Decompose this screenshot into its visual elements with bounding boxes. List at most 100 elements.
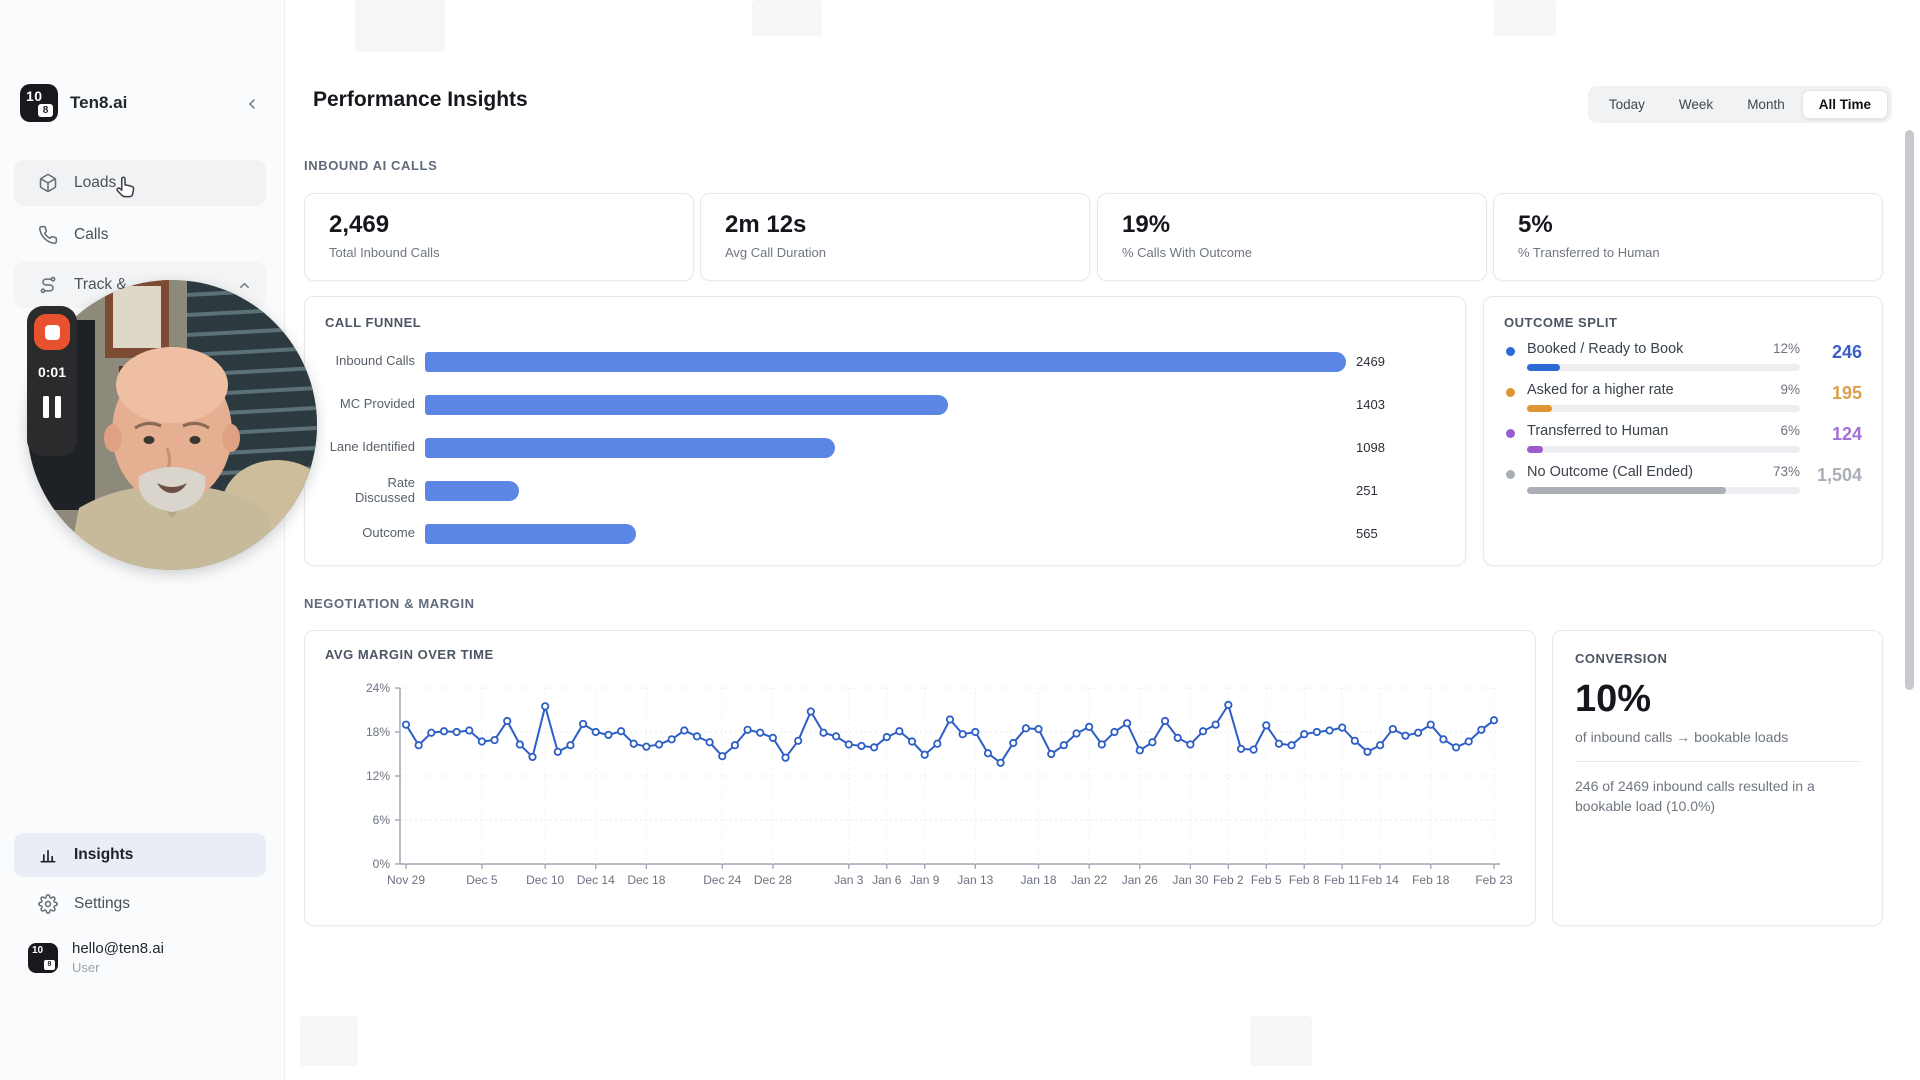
funnel-row: MC Provided 1403 — [325, 383, 1445, 426]
chart-tick-label: Jan 18 — [1021, 873, 1057, 887]
logo-glyph-10: 10 — [32, 944, 44, 956]
funnel-row-value: 1403 — [1356, 397, 1385, 412]
tab-month[interactable]: Month — [1747, 97, 1785, 112]
phone-icon — [39, 225, 58, 245]
chart-tick-label: Dec 5 — [466, 873, 498, 887]
chart-graphic — [477, 737, 487, 746]
avg-margin-line-chart: 0% 6% 12% 18% 24% Nov 29 Dec 5 Dec 10 Dec 14 Dec … — [366, 681, 1513, 887]
funnel-row: Lane Identified 1098 — [325, 426, 1445, 469]
conversion-value: 10% — [1575, 678, 1652, 720]
outcome-rows: Booked / Ready to Book 12% 246 Asked for… — [1504, 341, 1862, 494]
outcome-progress-track — [1527, 364, 1800, 371]
ghost-artifact — [1250, 1016, 1312, 1066]
chart-graphic — [490, 735, 499, 745]
chart-graphic — [1021, 724, 1031, 733]
kpi-value: 2m 12s — [725, 211, 807, 238]
vertical-scrollbar[interactable] — [1905, 130, 1914, 690]
outcome-count: 1,504 — [1816, 465, 1862, 485]
ghost-artifact — [300, 1016, 358, 1066]
chart-graphic — [1059, 741, 1068, 750]
outcome-count: 195 — [1831, 383, 1862, 403]
chart-graphic — [1110, 727, 1119, 737]
kpi-label: % Transferred to Human — [1518, 245, 1660, 260]
kpi-value: 5% — [1518, 211, 1553, 238]
outcome-count: 246 — [1831, 342, 1862, 362]
outcome-progress-fill — [1527, 405, 1552, 412]
chart-graphic — [768, 733, 777, 742]
tab-today[interactable]: Today — [1608, 97, 1645, 112]
chart-tick-label: Jan 9 — [910, 873, 940, 887]
kpi-label: % Calls With Outcome — [1122, 245, 1253, 260]
chart-graphic — [1401, 731, 1410, 740]
chart-graphic — [1198, 727, 1208, 736]
chart-tick-label: Feb 23 — [1475, 873, 1513, 887]
user-role: User — [72, 960, 100, 975]
user-avatar: 10 8 — [28, 942, 58, 973]
kpi-calls-with-outcome: 19% % Calls With Outcome — [1097, 193, 1487, 281]
stop-recording-button[interactable] — [34, 314, 70, 350]
tab-all-time[interactable]: All Time — [1801, 90, 1888, 119]
app-logo: 10 8 Ten8.ai — [20, 84, 127, 122]
panel-title-avg-margin: AVG MARGIN OVER TIME — [325, 647, 494, 662]
chart-tick-label: Feb 2 — [1213, 873, 1244, 887]
chart-tick-label: Jan 26 — [1122, 873, 1158, 887]
chart-graphic — [667, 735, 676, 744]
funnel-bar — [425, 394, 949, 415]
sidebar-item-loads[interactable]: Loads — [14, 160, 266, 206]
chart-graphic — [958, 730, 967, 739]
chart-graphic — [427, 728, 436, 737]
chart-graphic — [465, 726, 474, 735]
chart-graphic — [1489, 716, 1499, 725]
webcam-video-bubble[interactable] — [27, 280, 317, 570]
chart-graphic — [983, 749, 993, 758]
funnel-bar — [425, 480, 519, 501]
outcome-progress-track — [1527, 446, 1800, 453]
sidebar-item-settings[interactable]: Settings — [14, 882, 266, 926]
outcome-label: Transferred to Human — [1527, 423, 1669, 439]
funnel-row: Rate Discussed 251 — [325, 469, 1445, 512]
chart-graphic — [503, 716, 512, 726]
webcam-scene — [27, 280, 317, 570]
outcome-count: 124 — [1831, 424, 1862, 444]
chart-tick-label: Jan 22 — [1071, 873, 1107, 887]
chart-graphic — [1123, 719, 1132, 728]
chart-graphic — [1072, 729, 1081, 738]
sidebar-collapse-button[interactable] — [240, 92, 264, 116]
chart-graphic — [680, 726, 689, 735]
pause-icon — [43, 396, 49, 418]
chart-tick-label: Dec 28 — [754, 873, 792, 887]
chart-graphic — [591, 727, 600, 737]
chart-tick-label: Nov 29 — [387, 873, 425, 887]
outcome-percent: 73% — [1772, 464, 1800, 479]
funnel-rows: Inbound Calls 2469 MC Provided 1403 Lane… — [325, 340, 1445, 555]
sidebar-item-label: Calls — [74, 226, 109, 243]
chart-tick-label: 6% — [373, 813, 391, 827]
outcome-progress-fill — [1527, 446, 1544, 453]
chart-graphic — [1135, 746, 1144, 755]
kpi-value: 19% — [1122, 211, 1171, 238]
chart-graphic — [1338, 723, 1347, 732]
outcome-row: Asked for a higher rate 9% 195 — [1504, 382, 1862, 412]
chart-graphic — [1224, 700, 1233, 709]
chart-graphic — [945, 715, 955, 724]
sidebar-item-insights[interactable]: Insights — [14, 833, 266, 877]
chart-graphic — [1262, 721, 1271, 730]
chart-graphic — [1211, 720, 1220, 729]
chart-graphic — [794, 736, 803, 745]
sidebar-item-calls[interactable]: Calls — [14, 212, 266, 258]
pause-recording-button[interactable] — [43, 396, 61, 418]
chart-graphic — [781, 753, 790, 762]
chart-graphic — [414, 741, 423, 750]
user-account[interactable]: 10 8 hello@ten8.ai User — [28, 940, 164, 975]
kpi-label: Total Inbound Calls — [329, 245, 440, 260]
tab-week[interactable]: Week — [1678, 97, 1714, 112]
funnel-row: Outcome 565 — [325, 512, 1445, 555]
outcome-progress-fill — [1527, 487, 1727, 494]
bar-chart-icon — [40, 850, 56, 863]
legend-dot-icon — [1506, 347, 1515, 356]
chart-graphic — [654, 740, 664, 749]
outcome-label: No Outcome (Call Ended) — [1527, 464, 1694, 480]
kpi-value: 2,469 — [329, 211, 390, 238]
chevron-up-icon — [240, 282, 249, 288]
